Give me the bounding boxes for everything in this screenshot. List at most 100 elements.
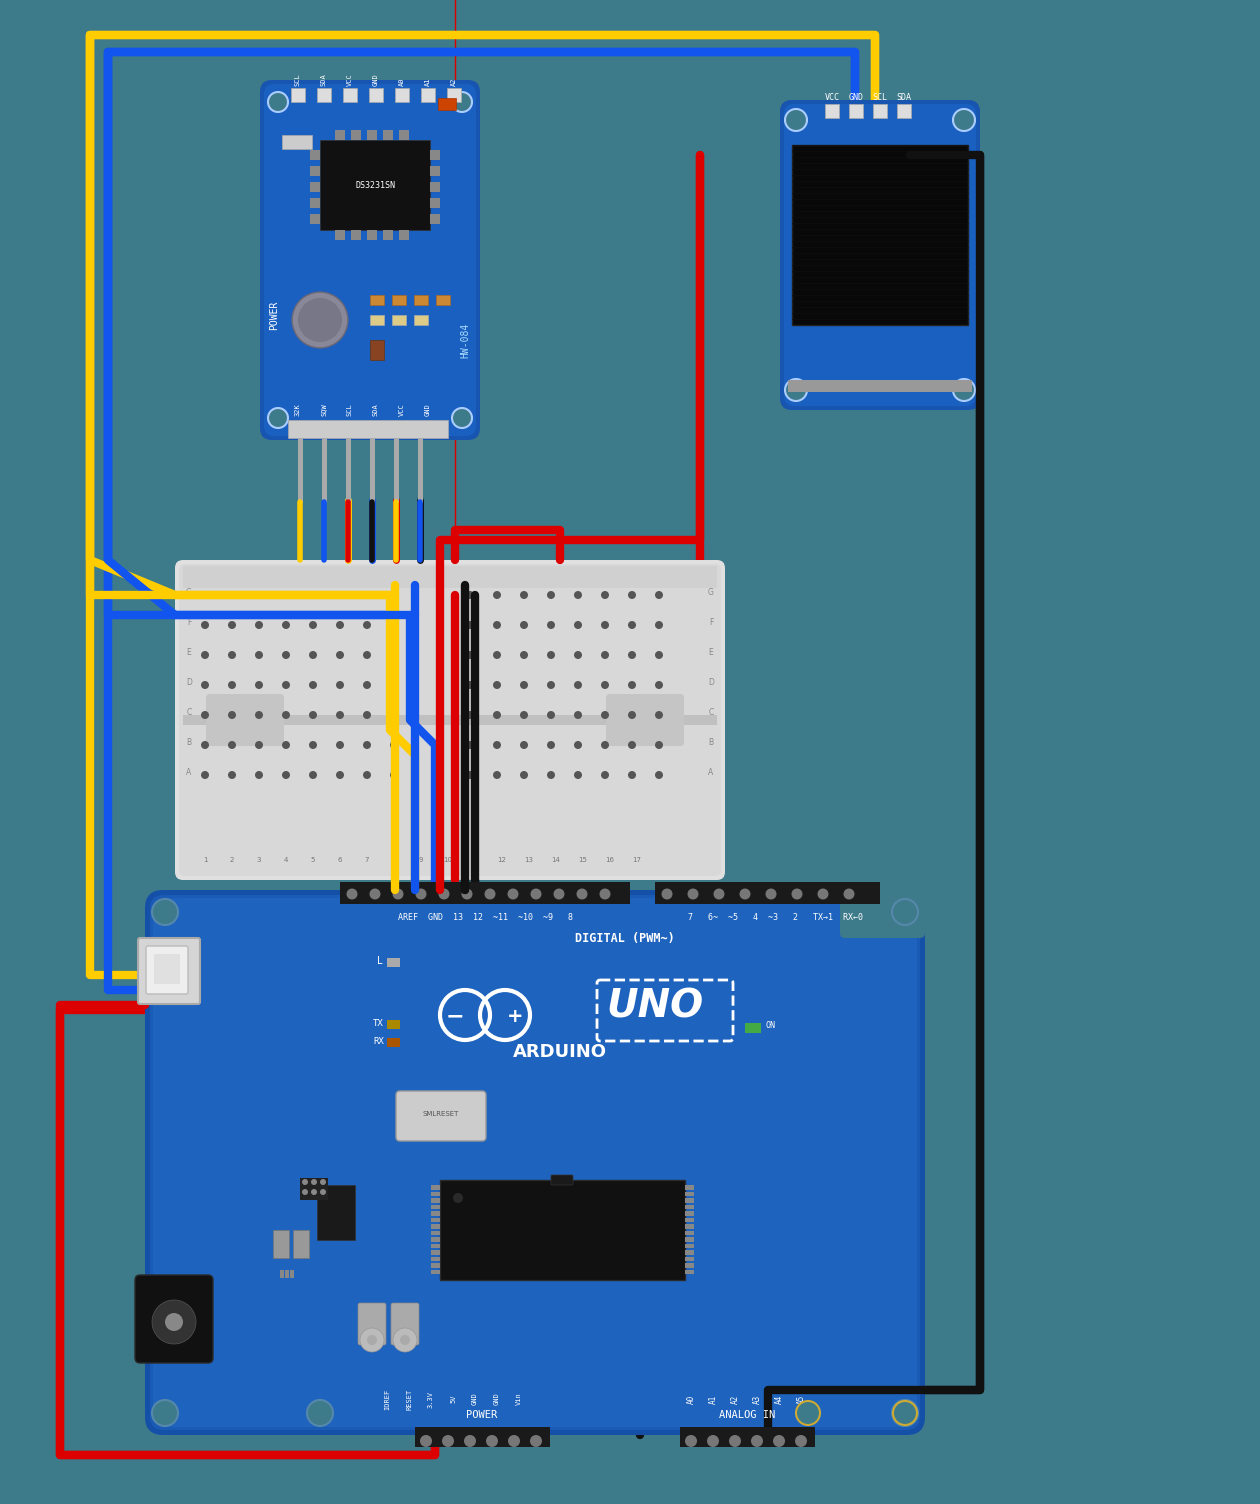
Circle shape bbox=[493, 621, 501, 629]
Text: SMLRESET: SMLRESET bbox=[423, 1111, 459, 1117]
Circle shape bbox=[202, 651, 209, 659]
Text: HW-084: HW-084 bbox=[460, 322, 470, 358]
Text: ARDUINO: ARDUINO bbox=[513, 1042, 607, 1060]
Circle shape bbox=[785, 108, 806, 131]
Bar bbox=[285, 1269, 289, 1278]
Bar bbox=[685, 1205, 694, 1209]
Circle shape bbox=[685, 1435, 697, 1447]
Circle shape bbox=[627, 591, 636, 599]
Circle shape bbox=[336, 621, 344, 629]
Circle shape bbox=[493, 741, 501, 749]
Bar bbox=[310, 214, 320, 224]
Bar bbox=[289, 420, 449, 438]
Circle shape bbox=[255, 591, 263, 599]
Bar bbox=[431, 1250, 440, 1254]
Circle shape bbox=[416, 889, 426, 899]
Circle shape bbox=[452, 408, 472, 429]
Bar bbox=[431, 1269, 440, 1274]
Circle shape bbox=[493, 681, 501, 689]
Circle shape bbox=[655, 591, 663, 599]
Text: 8: 8 bbox=[392, 857, 396, 863]
Circle shape bbox=[309, 681, 318, 689]
Bar bbox=[370, 295, 384, 305]
Circle shape bbox=[707, 1435, 719, 1447]
Bar bbox=[370, 314, 384, 325]
Bar bbox=[849, 104, 863, 117]
Circle shape bbox=[228, 681, 236, 689]
FancyBboxPatch shape bbox=[551, 1175, 573, 1185]
Circle shape bbox=[751, 1435, 764, 1447]
Bar bbox=[299, 438, 302, 502]
Bar bbox=[415, 1427, 551, 1447]
Circle shape bbox=[575, 621, 582, 629]
Circle shape bbox=[363, 591, 370, 599]
Circle shape bbox=[309, 711, 318, 719]
Circle shape bbox=[202, 591, 209, 599]
Circle shape bbox=[454, 1193, 462, 1203]
Circle shape bbox=[461, 889, 472, 899]
Text: SDA: SDA bbox=[321, 74, 328, 86]
Bar bbox=[440, 1181, 685, 1280]
Circle shape bbox=[282, 711, 290, 719]
Text: POWER: POWER bbox=[466, 1411, 498, 1420]
Bar bbox=[346, 438, 352, 502]
Circle shape bbox=[520, 651, 528, 659]
Text: GND: GND bbox=[494, 1393, 500, 1405]
Circle shape bbox=[363, 711, 370, 719]
Circle shape bbox=[309, 772, 318, 779]
Text: B: B bbox=[708, 738, 713, 747]
Circle shape bbox=[363, 681, 370, 689]
Circle shape bbox=[309, 651, 318, 659]
FancyBboxPatch shape bbox=[175, 559, 724, 880]
Bar bbox=[310, 165, 320, 176]
Circle shape bbox=[228, 591, 236, 599]
Circle shape bbox=[165, 1313, 183, 1331]
Bar bbox=[387, 1038, 399, 1047]
Circle shape bbox=[228, 711, 236, 719]
Circle shape bbox=[627, 711, 636, 719]
Bar bbox=[430, 165, 440, 176]
Circle shape bbox=[391, 681, 398, 689]
Text: 12: 12 bbox=[498, 857, 507, 863]
Bar bbox=[431, 1256, 440, 1260]
Circle shape bbox=[627, 681, 636, 689]
Bar bbox=[685, 1218, 694, 1221]
Bar bbox=[655, 881, 879, 904]
Circle shape bbox=[520, 591, 528, 599]
Circle shape bbox=[336, 772, 344, 779]
Text: DS3231SN: DS3231SN bbox=[355, 180, 394, 190]
FancyBboxPatch shape bbox=[784, 104, 976, 406]
Text: ANALOG IN: ANALOG IN bbox=[719, 1411, 775, 1420]
Circle shape bbox=[309, 591, 318, 599]
Text: A: A bbox=[186, 769, 192, 778]
Bar bbox=[335, 129, 345, 140]
Bar bbox=[431, 1191, 440, 1196]
Bar bbox=[352, 230, 362, 241]
Circle shape bbox=[152, 1299, 197, 1345]
FancyBboxPatch shape bbox=[260, 80, 480, 441]
Bar bbox=[685, 1250, 694, 1254]
Bar bbox=[430, 214, 440, 224]
Circle shape bbox=[336, 591, 344, 599]
Circle shape bbox=[255, 621, 263, 629]
Circle shape bbox=[360, 1328, 384, 1352]
Circle shape bbox=[547, 651, 554, 659]
Text: B: B bbox=[186, 738, 192, 747]
Circle shape bbox=[299, 298, 341, 341]
Circle shape bbox=[391, 741, 398, 749]
Circle shape bbox=[311, 1190, 318, 1196]
Bar bbox=[394, 89, 410, 102]
Circle shape bbox=[655, 621, 663, 629]
Circle shape bbox=[302, 1179, 307, 1185]
Text: +: + bbox=[507, 1006, 523, 1026]
Circle shape bbox=[601, 741, 609, 749]
Circle shape bbox=[255, 681, 263, 689]
Text: C: C bbox=[708, 708, 713, 717]
Bar bbox=[335, 230, 345, 241]
FancyBboxPatch shape bbox=[145, 890, 925, 1435]
Text: F: F bbox=[709, 618, 713, 627]
Circle shape bbox=[688, 889, 698, 899]
Circle shape bbox=[307, 1400, 333, 1426]
Text: 5: 5 bbox=[311, 857, 315, 863]
Text: 1: 1 bbox=[203, 857, 207, 863]
